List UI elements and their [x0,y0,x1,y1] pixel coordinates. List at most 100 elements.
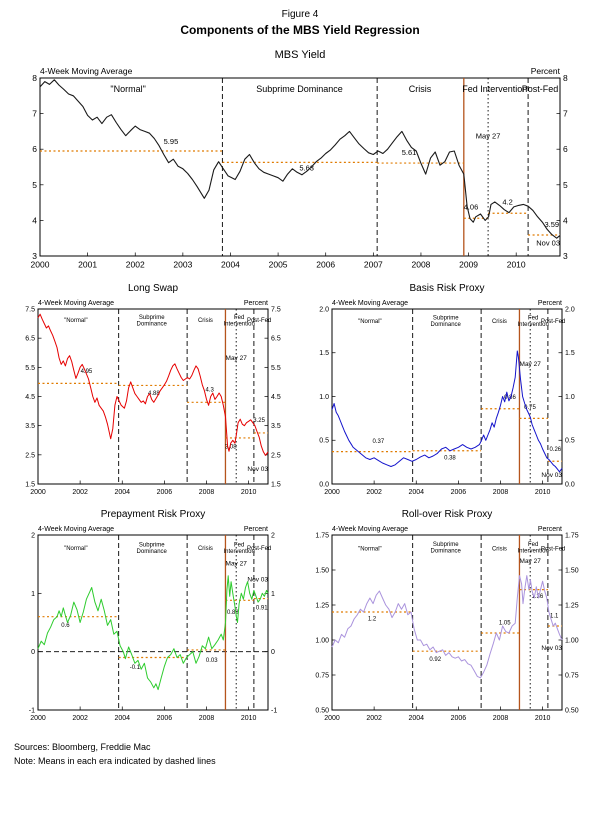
data-series-line [37,313,269,456]
figure-footnotes: Sources: Bloomberg, Freddie Mac Note: Me… [0,740,600,769]
chart-long-swap: Long Swap 4-Week Moving Average Percent 20… [11,283,295,500]
era-label: Crisis [409,84,432,94]
y-axis-label-right: 1.5 [271,481,281,488]
era-label: "Normal" [110,84,145,94]
era-label: "Normal" [358,319,382,325]
moving-average-label: 4-Week Moving Average [38,526,114,533]
y-axis-label-right: 5 [563,180,568,190]
may27-annotation: May 27 [226,560,248,567]
era-label-line: "Normal" [64,546,88,552]
x-tick-label: 2008 [493,489,509,496]
y-axis-label-right: 2.0 [565,306,575,313]
era-label: Fed Intervention [462,84,527,94]
y-axis-label-right: 0.5 [565,438,575,445]
x-tick-label: 2010 [241,489,257,496]
x-tick-label: 2004 [114,715,130,722]
y-axis-label-right: 4 [563,215,568,225]
mean-value-label: -0.1 [130,665,141,671]
y-axis-label-left: 3 [32,251,37,261]
era-label: Subprime Dominance [256,84,343,94]
percent-label: Percent [531,66,561,76]
mean-value-label: 3.25 [253,418,265,424]
y-axis-label-left: 2.5 [25,452,35,459]
y-axis-label-right: -1 [271,707,277,714]
x-tick-label: 2006 [157,489,173,496]
nov03-annotation: Nov 03 [247,466,268,473]
x-tick-label: 2009 [459,260,478,270]
y-axis-label-left: 4 [32,215,37,225]
bottom-chart-row: Prepayment Risk Proxy 4-Week Moving Aver… [0,509,600,726]
era-label-line: Post-Fed [247,546,271,552]
mean-value-label: 3.59 [544,220,559,229]
x-tick-label: 2008 [411,260,430,270]
y-axis-label-left: 1.5 [25,481,35,488]
chart-roll-over-risk-proxy: Roll-over Risk Proxy 4-Week Moving Avera… [305,509,589,726]
long-swap-plot: 4-Week Moving Average Percent 2000 2002 2004… [25,300,281,496]
y-axis-label-left: 8 [32,73,37,83]
y-axis-label-right: 0.50 [565,707,579,714]
y-axis-label-right: 3 [563,251,568,261]
era-label-line: Subprime [433,542,459,548]
mean-value-label: 0.26 [549,447,561,453]
mean-value-label: 1.1 [550,614,559,620]
mean-value-label: 0.91 [256,606,268,612]
y-axis-label-right: 1.0 [565,394,575,401]
era-label: Subprime Dominance [431,316,462,329]
y-axis-label-left: 1.5 [319,350,329,357]
y-axis-label-left: 5 [32,180,37,190]
y-axis-label-left: 0 [31,649,35,656]
y-axis-label-right: 4.5 [271,394,281,401]
mean-value-label: 0.03 [206,658,218,664]
y-axis-label-right: 1.25 [565,602,579,609]
may27-annotation: May 27 [476,132,501,141]
era-label-line: Crisis [198,546,213,552]
era-label: Fed Intervention [223,315,254,328]
chart-title-long-swap: Long Swap [127,283,179,294]
era-label: Post-Fed [541,546,565,552]
x-tick-label: 2010 [535,715,551,722]
may27-annotation: May 27 [520,361,542,368]
chart-mbs-yield: MBS Yield 4-Week Moving Average Percent 20… [0,49,600,274]
may27-annotation: May 27 [226,355,248,362]
y-axis-label-right: 0 [271,649,275,656]
x-tick-label: 2010 [507,260,526,270]
era-label-line: Intervention [517,549,548,555]
x-tick-label: 2004 [221,260,240,270]
y-axis-label-right: 0.75 [565,672,579,679]
mean-value-label: 5.61 [402,148,417,157]
era-label-line: Post-Fed [541,546,565,552]
era-label: Fed Intervention [517,542,548,555]
era-label-line: "Normal" [110,84,145,94]
data-series-line [39,79,561,239]
mean-value-label: 0.6 [61,623,70,629]
x-tick-label: 2000 [30,489,46,496]
percent-label: Percent [244,300,268,307]
y-axis-label-left: -1 [29,707,35,714]
x-tick-label: 2010 [535,489,551,496]
era-label-line: Fed Intervention [462,84,527,94]
era-label-line: Fed [234,543,244,549]
y-axis-label-right: 8 [563,73,568,83]
plot-frame [37,534,269,711]
mean-value-label: 5.95 [164,137,179,146]
era-label-line: Fed [528,542,538,548]
y-axis-label-left: 7.5 [25,306,35,313]
y-axis-label-right: 7.5 [271,306,281,313]
era-label: Crisis [198,546,213,552]
roll-over-risk-proxy-plot: 4-Week Moving Average Percent 2000 2002 2004… [315,526,579,722]
era-label-line: Post-Fed [247,318,271,324]
x-tick-label: 2000 [30,715,46,722]
era-label-line: Post-Fed [541,319,565,325]
y-axis-label-right: 2 [271,532,275,539]
era-label-line: Dominance [431,322,462,328]
era-label: Post-Fed [522,84,559,94]
mean-value-label: 0.75 [524,405,536,411]
era-label-line: Dominance [431,549,462,555]
mean-value-label: 4.95 [81,369,93,375]
x-tick-label: 2008 [493,715,509,722]
chart-title-prepayment-risk-proxy: Prepayment Risk Proxy [100,509,206,520]
x-tick-label: 2002 [126,260,145,270]
era-label: Subprime Dominance [137,315,168,328]
data-series-line [331,575,563,679]
